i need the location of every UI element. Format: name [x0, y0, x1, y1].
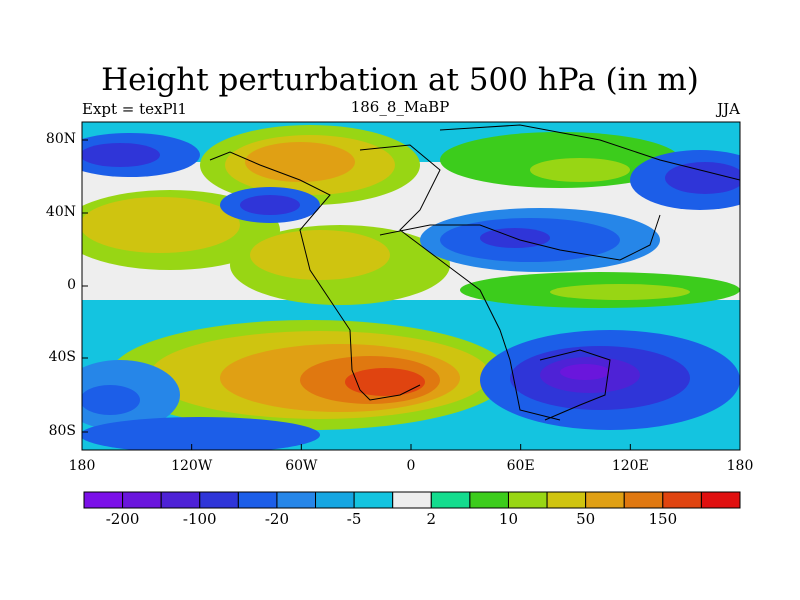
colorbar-label: -200	[105, 510, 140, 528]
season-label: JJA	[717, 100, 740, 118]
colorbar-label: -100	[182, 510, 217, 528]
y-tick-label: 80N	[45, 131, 76, 147]
colorbar-swatch	[83, 491, 124, 509]
experiment-label: Expt = texPl1	[82, 100, 187, 118]
y-tick-label: 80S	[48, 423, 76, 439]
colorbar-swatch	[507, 491, 548, 509]
colorbar-label: -20	[264, 510, 290, 528]
colorbar	[83, 491, 741, 509]
x-tick-label: 120W	[171, 458, 213, 474]
colorbar-swatch	[237, 491, 278, 509]
x-tick-label: 180	[68, 458, 96, 474]
y-axis-ticks	[82, 139, 88, 433]
colorbar-swatch	[122, 491, 162, 509]
colorbar-swatch	[392, 491, 432, 509]
colorbar-label: -5	[346, 510, 362, 528]
colorbar-swatch	[546, 491, 587, 509]
map-title: Height perturbation at 500 hPa (in m)	[101, 62, 699, 98]
colorbar-swatch	[160, 491, 201, 509]
y-tick-label: 0	[67, 277, 76, 293]
x-tick-label: 60W	[285, 458, 318, 474]
x-tick-label: 180	[726, 458, 754, 474]
y-tick-label: 40S	[48, 349, 76, 365]
colorbar-label: 2	[426, 510, 437, 528]
x-tick-label: 0	[406, 458, 416, 474]
colorbar-swatch	[585, 491, 625, 509]
x-tick-label: 60E	[506, 458, 535, 474]
colorbar-label: 150	[648, 510, 678, 528]
colorbar-label: 10	[498, 510, 519, 528]
contour-field	[82, 122, 740, 450]
colorbar-swatch	[469, 491, 509, 509]
colorbar-swatch	[353, 491, 394, 509]
y-tick-label: 40N	[45, 204, 76, 220]
colorbar-swatch	[199, 491, 239, 509]
colorbar-swatch	[662, 491, 702, 509]
run-label: 186_8_MaBP	[350, 98, 450, 116]
colorbar-swatch	[315, 491, 355, 509]
x-tick-label: 120E	[611, 458, 649, 474]
colorbar-swatch	[430, 491, 471, 509]
colorbar-label: 50	[576, 510, 596, 528]
colorbar-swatch	[276, 491, 317, 509]
colorbar-swatch	[700, 491, 741, 509]
x-axis-ticks	[81, 444, 741, 450]
colorbar-swatch	[623, 491, 664, 509]
